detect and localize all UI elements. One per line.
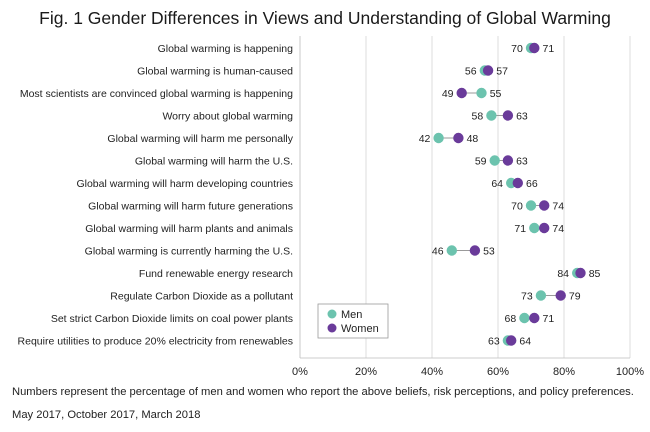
value-label-high: 71 bbox=[543, 313, 555, 325]
value-label-high: 79 bbox=[569, 291, 581, 303]
value-label-low: 71 bbox=[514, 223, 526, 235]
men-point bbox=[529, 222, 540, 234]
x-tick-label: 40% bbox=[421, 366, 443, 378]
legend-men-label: Men bbox=[341, 309, 362, 321]
category-label: Regulate Carbon Dioxide as a pollutant bbox=[110, 291, 293, 303]
legend-women-label: Women bbox=[341, 323, 379, 335]
value-label-high: 53 bbox=[483, 246, 495, 258]
footnote-description: Numbers represent the percentage of men … bbox=[12, 386, 634, 398]
women-point bbox=[469, 245, 481, 256]
women-point bbox=[555, 290, 566, 301]
value-label-high: 64 bbox=[519, 336, 531, 348]
value-label-high: 63 bbox=[516, 111, 528, 123]
men-point bbox=[486, 110, 497, 121]
value-label-low: 56 bbox=[465, 66, 477, 78]
value-label-high: 48 bbox=[467, 133, 479, 145]
category-label: Global warming will harm plants and anim… bbox=[85, 223, 293, 235]
value-label-low: 49 bbox=[442, 88, 454, 100]
legend: Men Women bbox=[317, 303, 389, 339]
category-label: Global warming will harm me personally bbox=[107, 133, 293, 145]
x-tick-label: 80% bbox=[553, 366, 575, 378]
legend-women-marker bbox=[327, 323, 337, 333]
category-label: Global warming will harm the U.S. bbox=[135, 156, 293, 168]
men-point bbox=[476, 87, 487, 99]
value-label-low: 70 bbox=[511, 201, 523, 213]
value-label-high: 57 bbox=[496, 66, 508, 78]
men-point bbox=[525, 200, 537, 211]
value-label-low: 68 bbox=[505, 313, 517, 325]
category-label: Set strict Carbon Dioxide limits on coal… bbox=[51, 313, 293, 325]
men-point bbox=[446, 245, 457, 256]
value-label-high: 71 bbox=[543, 43, 555, 55]
women-point bbox=[502, 155, 514, 166]
women-point bbox=[512, 177, 523, 189]
legend-men-marker bbox=[327, 309, 337, 319]
x-tick-label: 100% bbox=[616, 366, 644, 378]
women-point bbox=[539, 200, 550, 211]
category-label: Require utilities to produce 20% electri… bbox=[18, 336, 293, 348]
women-point bbox=[456, 87, 467, 99]
value-label-low: 84 bbox=[557, 268, 569, 280]
category-label: Global warming is human-caused bbox=[137, 66, 293, 78]
value-label-low: 42 bbox=[419, 133, 431, 145]
legend-box bbox=[317, 303, 389, 339]
value-label-low: 58 bbox=[472, 111, 484, 123]
category-label: Global warming will harm future generati… bbox=[88, 201, 293, 213]
category-label: Global warming is happening bbox=[158, 43, 294, 55]
value-label-low: 73 bbox=[521, 291, 533, 303]
women-point bbox=[575, 267, 586, 279]
footnote-dates: May 2017, October 2017, March 2018 bbox=[12, 409, 201, 421]
value-label-high: 63 bbox=[516, 156, 528, 168]
women-point bbox=[529, 42, 540, 54]
men-point bbox=[535, 290, 547, 301]
value-label-high: 66 bbox=[526, 178, 538, 190]
value-label-low: 70 bbox=[511, 43, 523, 55]
value-label-high: 85 bbox=[589, 268, 601, 280]
value-label-low: 63 bbox=[488, 336, 500, 348]
value-label-high: 74 bbox=[552, 201, 564, 213]
category-label: Global warming is currently harming the … bbox=[85, 246, 293, 258]
category-label: Fund renewable energy research bbox=[139, 268, 293, 280]
value-label-high: 74 bbox=[552, 223, 564, 235]
value-label-low: 59 bbox=[475, 156, 487, 168]
women-point bbox=[502, 110, 514, 121]
category-label: Worry about global warming bbox=[162, 111, 293, 123]
dot-plot-chart: Global warming is happening Global warmin… bbox=[18, 36, 644, 378]
x-tick-label: 60% bbox=[487, 366, 509, 378]
value-label-low: 46 bbox=[432, 246, 444, 258]
men-point bbox=[433, 132, 444, 144]
women-point bbox=[482, 65, 494, 76]
men-point bbox=[519, 312, 530, 324]
chart-title: Fig. 1 Gender Differences in Views and U… bbox=[39, 8, 611, 28]
value-label-low: 64 bbox=[491, 178, 503, 190]
x-tick-label: 0% bbox=[292, 366, 308, 378]
men-point bbox=[489, 155, 500, 166]
women-point bbox=[453, 132, 464, 144]
value-label-high: 55 bbox=[490, 88, 502, 100]
women-point bbox=[506, 335, 517, 346]
category-label: Most scientists are convinced global war… bbox=[20, 88, 293, 100]
x-tick-label: 20% bbox=[355, 366, 377, 378]
women-point bbox=[539, 222, 550, 234]
category-label: Global warming will harm developing coun… bbox=[76, 178, 293, 190]
women-point bbox=[529, 312, 540, 324]
